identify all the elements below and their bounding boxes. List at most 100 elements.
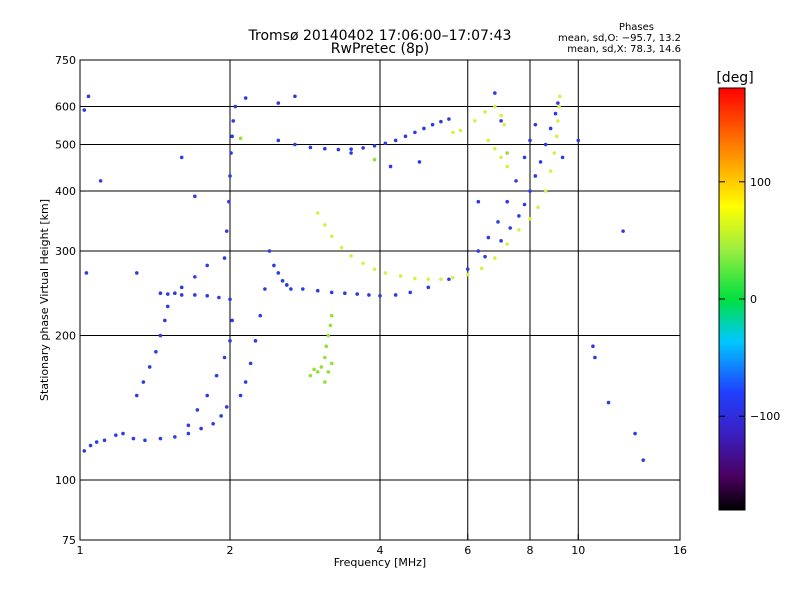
data-point xyxy=(94,440,99,444)
data-point xyxy=(473,119,477,123)
chart-title: Tromsø 20140402 17:06:00–17:07:43 xyxy=(248,28,512,44)
data-point xyxy=(141,380,146,384)
data-point xyxy=(323,146,327,151)
data-point xyxy=(165,292,170,296)
y-tick-label: 600 xyxy=(55,101,76,114)
data-point xyxy=(228,174,232,178)
data-point xyxy=(293,94,297,99)
data-point xyxy=(422,126,426,131)
data-point xyxy=(329,290,334,295)
data-point xyxy=(173,435,177,439)
data-point xyxy=(143,438,147,443)
data-point xyxy=(258,313,263,318)
data-point xyxy=(505,242,509,246)
data-point xyxy=(458,128,463,133)
y-tick-label: 100 xyxy=(55,474,76,487)
colorbar-tick-label: −100 xyxy=(750,410,780,423)
data-point xyxy=(451,130,455,135)
y-tick-label: 75 xyxy=(62,534,76,547)
data-point xyxy=(508,226,512,230)
x-tick-label: 16 xyxy=(673,544,687,557)
data-point xyxy=(426,285,431,290)
x-tick-label: 2 xyxy=(227,544,234,557)
data-point xyxy=(315,370,320,374)
data-point xyxy=(505,164,509,169)
colorbar-ticks: 100 0 −100 xyxy=(719,176,780,423)
data-point xyxy=(361,146,365,150)
data-point xyxy=(514,179,518,183)
data-point xyxy=(349,151,353,155)
data-point xyxy=(315,211,320,215)
data-point xyxy=(593,355,597,360)
data-point xyxy=(323,380,327,384)
data-point xyxy=(205,393,209,398)
stats-title: Phases xyxy=(619,22,654,33)
data-point xyxy=(413,276,417,281)
y-axis-label: Stationary phase Virtual Height [km] xyxy=(38,199,51,401)
data-point xyxy=(493,104,497,109)
data-point xyxy=(328,323,333,328)
data-point xyxy=(560,155,565,160)
data-point xyxy=(98,179,103,183)
data-point xyxy=(372,157,377,162)
data-point xyxy=(502,122,506,127)
data-point xyxy=(228,339,232,343)
data-point xyxy=(349,147,353,151)
data-point xyxy=(528,189,532,193)
data-point xyxy=(543,189,548,193)
data-point xyxy=(326,333,331,338)
data-point xyxy=(447,117,451,121)
data-point xyxy=(319,365,324,369)
data-point xyxy=(465,272,470,277)
data-point xyxy=(499,155,503,160)
data-point xyxy=(186,423,191,428)
data-point xyxy=(355,292,359,296)
colorbar-tick-label: 100 xyxy=(750,176,771,189)
data-point xyxy=(219,414,223,418)
chart-subtitle: RwPretec (8p) xyxy=(331,41,429,57)
data-point xyxy=(193,293,197,297)
data-point xyxy=(552,151,557,155)
data-point xyxy=(163,318,167,323)
data-point xyxy=(308,373,313,378)
data-point xyxy=(179,285,184,290)
data-point xyxy=(388,164,393,169)
colorbar-tick-label: 0 xyxy=(750,293,757,306)
data-point xyxy=(517,228,521,232)
data-point xyxy=(538,160,543,164)
x-tick-label: 1 xyxy=(77,544,84,557)
data-point xyxy=(179,293,184,297)
data-point xyxy=(158,291,163,296)
data-point xyxy=(476,249,481,253)
data-point xyxy=(493,146,497,151)
data-point xyxy=(301,287,305,291)
x-tick-label: 10 xyxy=(571,544,585,557)
data-point xyxy=(543,142,548,147)
data-point xyxy=(228,297,232,302)
data-point xyxy=(378,293,382,298)
data-point xyxy=(88,443,93,448)
data-point xyxy=(398,274,403,278)
data-point xyxy=(165,304,170,309)
data-point xyxy=(205,293,209,298)
data-point xyxy=(361,261,365,265)
data-point xyxy=(408,290,413,295)
data-point xyxy=(193,194,197,199)
data-point xyxy=(158,333,163,338)
data-point xyxy=(493,256,497,260)
data-point xyxy=(199,426,203,431)
data-point xyxy=(483,109,487,114)
data-point xyxy=(499,239,503,243)
y-axis-ticks: 75 100 200 300 400 500 600 750 xyxy=(55,54,680,547)
data-point xyxy=(522,155,527,160)
data-point xyxy=(280,279,285,283)
x-axis-label: Frequency [MHz] xyxy=(334,556,426,569)
data-point xyxy=(403,134,408,139)
data-point xyxy=(528,217,532,221)
x-tick-label: 6 xyxy=(464,544,471,557)
data-point xyxy=(222,355,227,360)
data-point xyxy=(315,288,320,293)
data-point xyxy=(536,205,540,210)
data-point xyxy=(465,267,470,271)
data-point xyxy=(383,271,388,275)
